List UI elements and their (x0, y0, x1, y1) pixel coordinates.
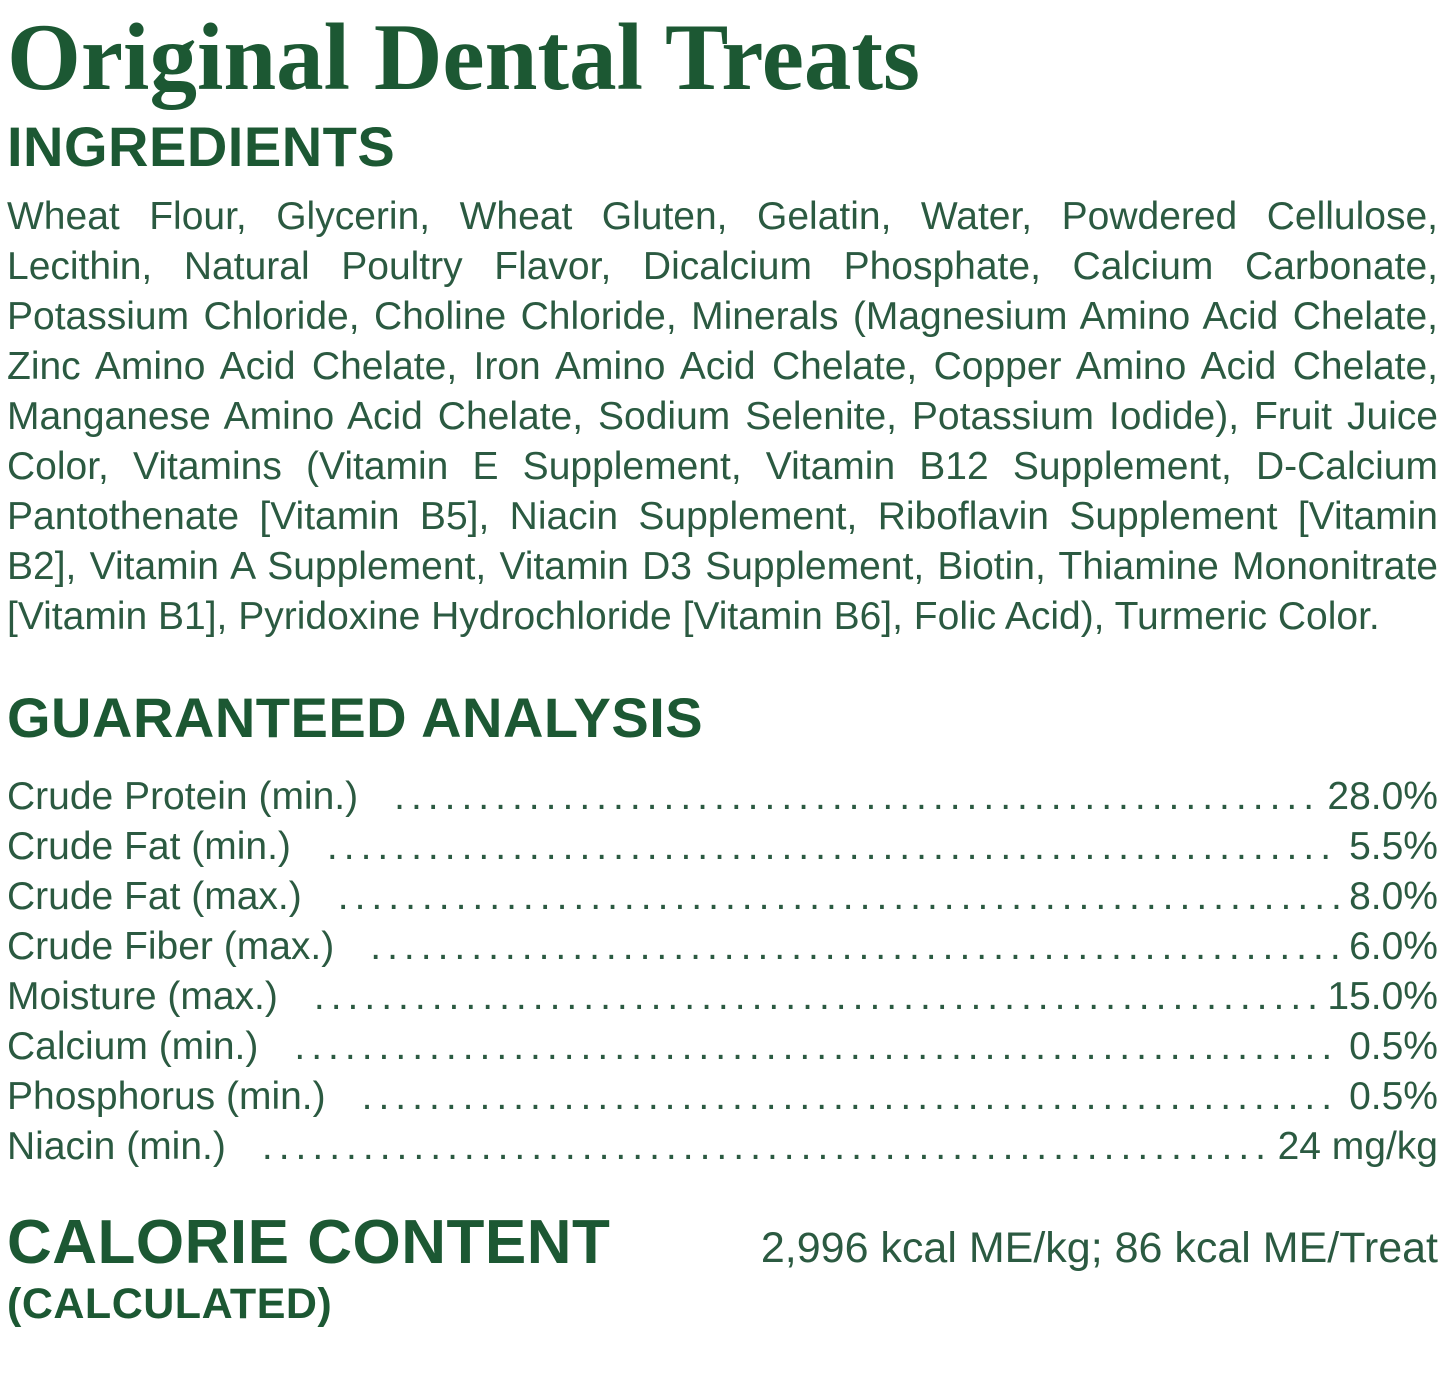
analysis-label: Crude Fat (min.) (7, 825, 291, 868)
analysis-label: Crude Fat (max.) (7, 875, 302, 918)
analysis-row: Crude Fiber (max.) .....................… (7, 922, 1438, 972)
analysis-row: Crude Protein (min.) ...................… (7, 772, 1438, 822)
analysis-row: Moisture (max.) ........................… (7, 972, 1438, 1022)
calorie-content-heading: CALORIE CONTENT (7, 1208, 611, 1277)
guaranteed-analysis-table: Crude Protein (min.) ...................… (7, 772, 1438, 1172)
analysis-value: 8.0% (1349, 875, 1438, 918)
analysis-row: Calcium (min.) .........................… (7, 1022, 1438, 1072)
analysis-label: Crude Fiber (max.) (7, 925, 335, 968)
analysis-value: 5.5% (1349, 825, 1438, 868)
analysis-value: 28.0% (1327, 775, 1438, 818)
dot-leader: ........................................… (394, 775, 1318, 818)
analysis-row: Crude Fat (min.) .......................… (7, 822, 1438, 872)
analysis-label: Moisture (max.) (7, 975, 278, 1018)
analysis-row: Crude Fat (max.) .......................… (7, 872, 1438, 922)
analysis-value: 6.0% (1349, 925, 1438, 968)
dot-leader: ........................................… (326, 825, 1339, 868)
calorie-value: 2,996 kcal ME/kg; 86 kcal ME/Treat (760, 1224, 1438, 1272)
calorie-heading-block: CALORIE CONTENT (CALCULATED) (7, 1208, 611, 1328)
analysis-label: Calcium (min.) (7, 1025, 259, 1068)
calorie-calculated-subheading: (CALCULATED) (7, 1280, 333, 1328)
dot-leader: ........................................… (261, 1125, 1268, 1168)
analysis-value: 0.5% (1349, 1025, 1438, 1068)
analysis-label: Phosphorus (min.) (7, 1075, 326, 1118)
analysis-label: Niacin (min.) (7, 1125, 226, 1168)
guaranteed-analysis-heading: GUARANTEED ANALYSIS (7, 686, 704, 749)
dot-leader: ........................................… (337, 875, 1340, 918)
analysis-row: Phosphorus (min.) ......................… (7, 1072, 1438, 1122)
page-title: Original Dental Treats (7, 4, 921, 110)
ingredients-heading: INGREDIENTS (7, 115, 396, 178)
dot-leader: ........................................… (313, 975, 1318, 1018)
analysis-value: 24 mg/kg (1277, 1125, 1438, 1168)
ingredients-text: Wheat Flour, Glycerin, Wheat Gluten, Gel… (7, 195, 1438, 638)
dot-leader: ........................................… (370, 925, 1340, 968)
dot-leader: ........................................… (361, 1075, 1340, 1118)
calorie-content-section: CALORIE CONTENT (CALCULATED) 2,996 kcal … (7, 1208, 1438, 1328)
dot-leader: ........................................… (294, 1025, 1339, 1068)
analysis-value: 0.5% (1349, 1075, 1438, 1118)
analysis-label: Crude Protein (min.) (7, 775, 359, 818)
analysis-row: Niacin (min.) ..........................… (7, 1122, 1438, 1172)
analysis-value: 15.0% (1327, 975, 1438, 1018)
